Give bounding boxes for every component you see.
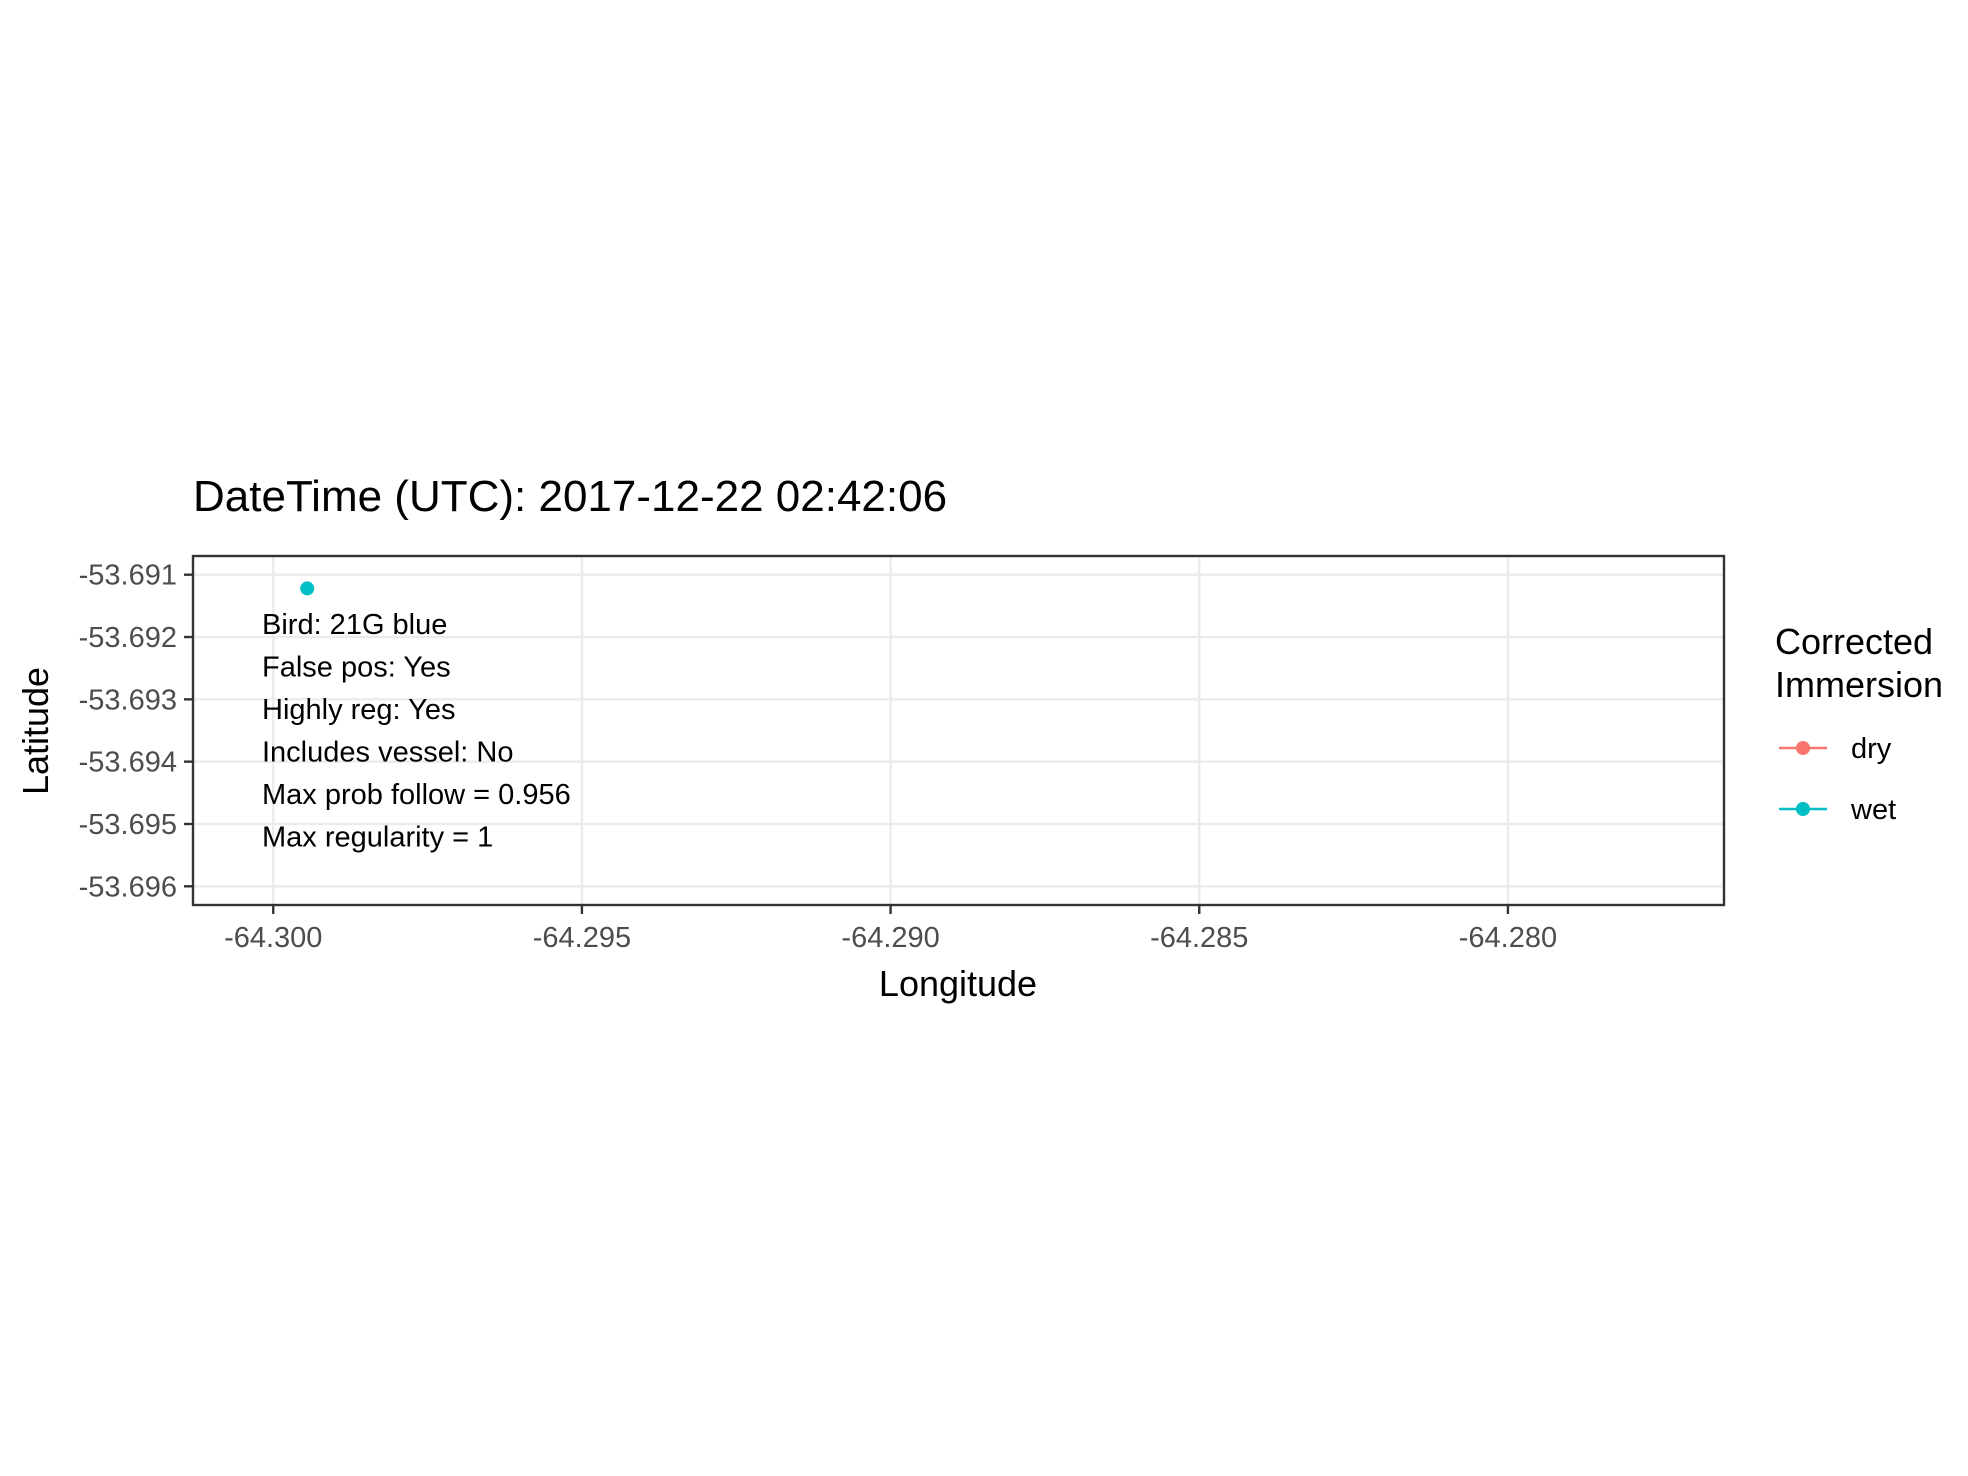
x-tick-label: -64.285 <box>1150 922 1248 954</box>
y-tick-label: -53.691 <box>79 560 177 592</box>
annotation-line: Includes vessel: No <box>262 737 513 769</box>
legend-title-line-1: Corrected <box>1775 621 1933 662</box>
plot-panel-background <box>193 556 1724 905</box>
legend-title-line-2: Immersion <box>1775 664 1943 705</box>
legend-item-wet: wet <box>1779 794 1896 826</box>
legend-key-point <box>1796 741 1810 755</box>
x-tick-label: -64.280 <box>1459 922 1557 954</box>
y-tick-label: -53.694 <box>79 747 177 779</box>
annotation-line: Bird: 21G blue <box>262 609 447 641</box>
annotation-text: Bird: 21G blue False pos: Yes Highly reg: … <box>262 609 571 854</box>
legend-key-point <box>1796 802 1810 816</box>
y-tick-label: -53.693 <box>79 684 177 716</box>
annotation-line: Highly reg: Yes <box>262 694 455 726</box>
annotation-line: False pos: Yes <box>262 652 451 684</box>
annotation-line: Max regularity = 1 <box>262 822 493 854</box>
legend-label: wet <box>1850 794 1896 826</box>
data-point <box>300 581 315 596</box>
x-tick-label: -64.300 <box>224 922 322 954</box>
y-tick-label: -53.695 <box>79 809 177 841</box>
legend-item-dry: dry <box>1779 733 1892 765</box>
x-tick-label: -64.290 <box>841 922 939 954</box>
y-axis-title: Latitude <box>15 667 56 795</box>
y-tick-label: -53.696 <box>79 871 177 903</box>
chart-title: DateTime (UTC): 2017-12-22 02:42:06 <box>193 472 947 521</box>
y-axis: -53.691 -53.692 -53.693 -53.694 -53.695 -53.6… <box>79 560 193 903</box>
x-axis: -64.300 -64.295 -64.290 -64.285 -64.280 <box>224 905 1557 954</box>
legend: Corrected Immersion dry wet <box>1775 621 1943 826</box>
data-points <box>300 581 315 596</box>
legend-label: dry <box>1851 733 1892 765</box>
annotation-line: Max prob follow = 0.956 <box>262 779 571 811</box>
y-tick-label: -53.692 <box>79 622 177 654</box>
plot-panel-border <box>191 554 1726 907</box>
x-axis-title: Longitude <box>879 963 1037 1004</box>
grid-lines <box>193 556 1724 905</box>
x-tick-label: -64.295 <box>533 922 631 954</box>
